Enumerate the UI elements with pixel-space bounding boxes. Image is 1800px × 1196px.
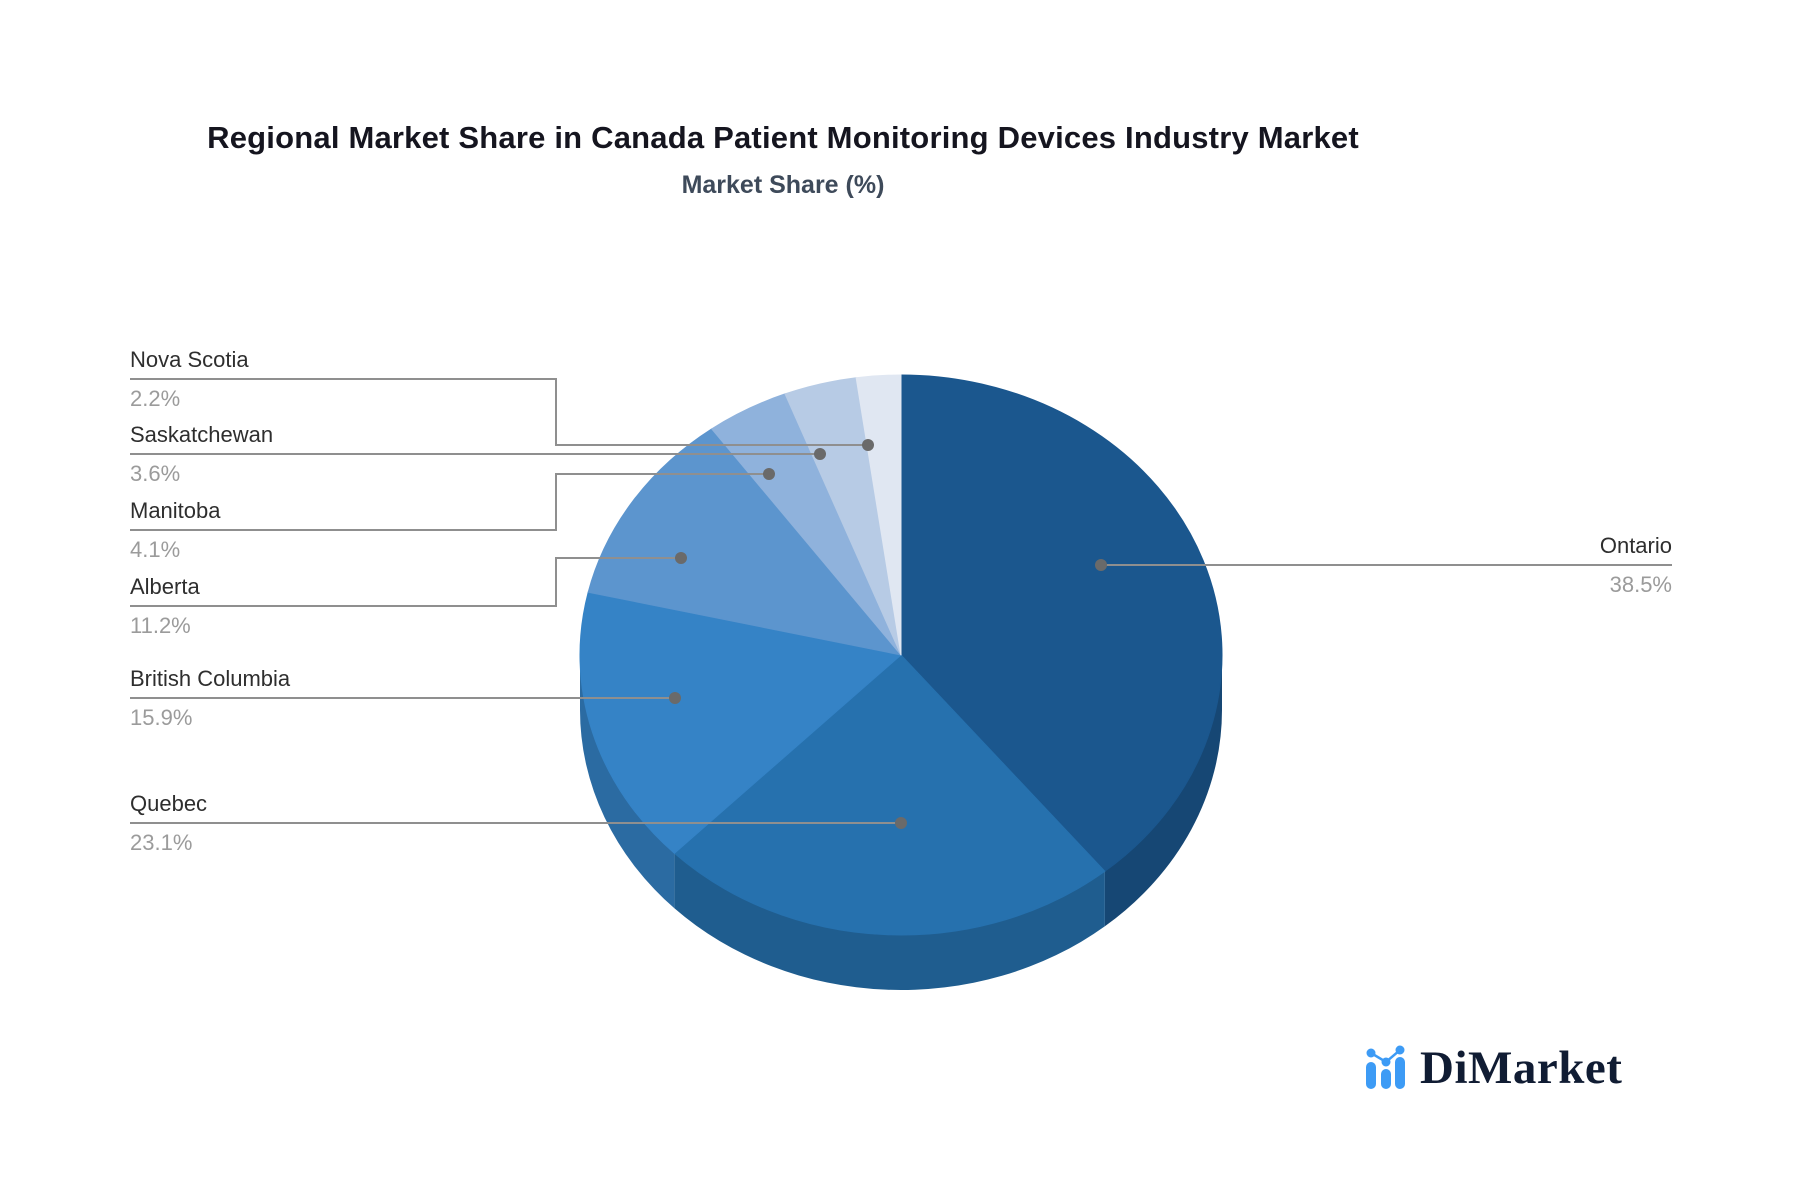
pie-label-name: Ontario <box>1599 533 1672 558</box>
pie-label-name: Alberta <box>130 574 200 599</box>
page-subtitle: Market Share (%) <box>681 171 885 199</box>
dimarket-logo-text: DiMarket <box>1420 1042 1623 1094</box>
page-title: Regional Market Share in Canada Patient … <box>207 120 1359 155</box>
pie-label-value: 4.1% <box>130 537 181 562</box>
pie-slice-side <box>580 655 675 909</box>
pie-label-nova-scotia: Nova Scotia 2.2% <box>130 346 560 412</box>
pie-label-name: Nova Scotia <box>130 347 249 372</box>
pie-label-manitoba: Manitoba 4.1% <box>130 497 560 563</box>
pie-label-name: Saskatchewan <box>130 422 274 447</box>
pie-slice <box>587 428 903 656</box>
pie-label-name: Manitoba <box>130 498 221 523</box>
pie-slice <box>900 374 1223 872</box>
pie-label-value: 23.1% <box>130 830 193 855</box>
leader-line <box>130 378 868 446</box>
pie-label-quebec: Quebec 23.1% <box>130 790 560 856</box>
leader-line <box>130 557 681 607</box>
pie-label-value: 2.2% <box>130 386 181 411</box>
pie-label-saskatchewan: Saskatchewan 3.6% <box>130 421 560 487</box>
leader-dot <box>895 817 907 829</box>
pie-slice-side <box>674 853 1105 990</box>
pie-label-ontario: Ontario 38.5% <box>1342 532 1672 598</box>
leader-dot <box>675 552 687 564</box>
leader-dot <box>669 692 681 704</box>
pie-slice-side <box>1104 655 1222 927</box>
brand-logo: DiMarket <box>1363 1040 1622 1096</box>
pie-label-alberta: Alberta 11.2% <box>130 573 560 639</box>
pie-label-value: 3.6% <box>130 461 181 486</box>
pie-label-name: Quebec <box>130 791 208 816</box>
leader-dot <box>862 439 874 451</box>
bar-chart-logo-icon <box>1366 1045 1405 1089</box>
leader-dot <box>1095 559 1107 571</box>
leader-dot <box>814 448 826 460</box>
pie-label-value: 15.9% <box>130 705 193 730</box>
pie-label-british-columbia: British Columbia 15.9% <box>130 665 560 731</box>
leader-line <box>130 473 769 531</box>
pie-label-value: 38.5% <box>1609 572 1672 597</box>
leader-dot <box>763 468 775 480</box>
pie-label-name: British Columbia <box>130 666 291 691</box>
pie-slice <box>579 591 903 854</box>
pie-slice <box>673 654 1106 936</box>
pie-label-value: 11.2% <box>130 613 191 638</box>
